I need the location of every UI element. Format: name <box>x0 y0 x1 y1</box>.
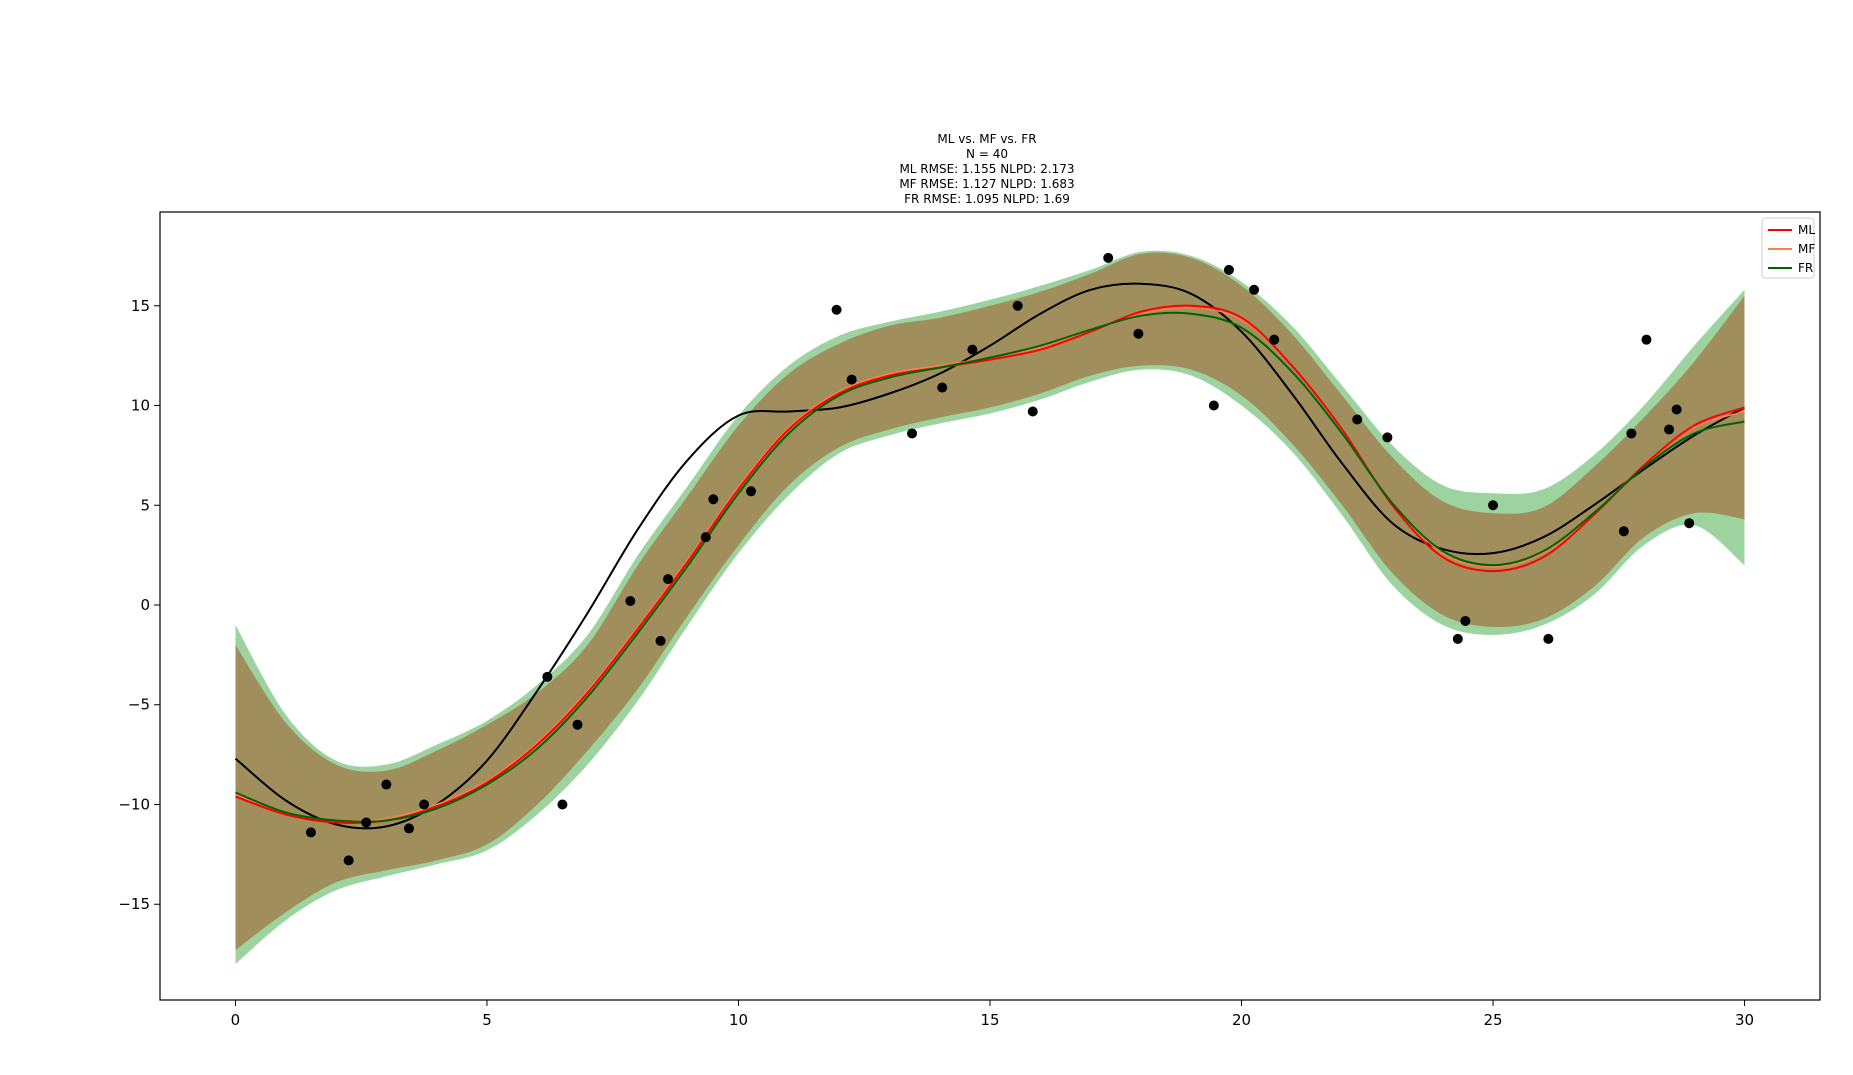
data-point <box>1223 264 1234 275</box>
data-point <box>746 486 757 497</box>
data-point <box>831 304 842 315</box>
data-point <box>1460 615 1471 626</box>
data-point <box>700 532 711 543</box>
legend-label-ml: ML <box>1798 223 1815 237</box>
x-tick-label: 30 <box>1735 1011 1754 1029</box>
data-point <box>1249 284 1260 295</box>
data-point <box>572 719 583 730</box>
x-tick-label: 10 <box>729 1011 748 1029</box>
data-point <box>1208 400 1219 411</box>
y-tick-label: −10 <box>118 795 150 813</box>
data-point <box>907 428 918 439</box>
ml-mf-confidence-band <box>235 252 1745 951</box>
title-line: ML vs. MF vs. FR <box>937 132 1036 146</box>
data-point <box>967 344 978 355</box>
data-point <box>663 574 674 585</box>
legend-label-mf: MF <box>1798 242 1815 256</box>
y-tick-label: 0 <box>140 596 150 614</box>
data-point <box>1488 500 1499 511</box>
data-point <box>1452 633 1463 644</box>
data-point <box>305 827 316 838</box>
data-point <box>708 494 719 505</box>
axis-ticks: 0 5 10 15 20 25 30 −15 −10 −5 0 5 10 15 <box>118 297 1754 1029</box>
data-point <box>404 823 414 834</box>
data-point <box>542 671 553 682</box>
y-tick-label: 15 <box>131 297 150 315</box>
data-point <box>1684 518 1695 529</box>
series-line-truth <box>234 282 1745 830</box>
data-point <box>655 635 666 646</box>
title-line: ML RMSE: 1.155 NLPD: 2.173 <box>899 162 1074 176</box>
x-tick-label: 15 <box>980 1011 999 1029</box>
data-point <box>1103 252 1114 263</box>
data-point <box>625 596 636 607</box>
chart-title: ML vs. MF vs. FR N = 40 ML RMSE: 1.155 N… <box>899 132 1074 206</box>
series-line-fr <box>235 311 1745 823</box>
data-point <box>937 382 948 393</box>
plot-area <box>234 250 1745 965</box>
x-tick-label: 0 <box>231 1011 241 1029</box>
y-tick-label: −15 <box>118 895 150 913</box>
data-point <box>1664 424 1675 435</box>
y-tick-label: −5 <box>128 696 150 714</box>
data-point <box>557 799 568 810</box>
data-point <box>1618 526 1629 537</box>
data-point <box>1133 328 1144 339</box>
x-tick-label: 5 <box>482 1011 492 1029</box>
data-point <box>1352 414 1363 425</box>
title-line: MF RMSE: 1.127 NLPD: 1.683 <box>899 177 1074 191</box>
data-point <box>361 817 372 828</box>
x-tick-label: 25 <box>1483 1011 1502 1029</box>
data-point <box>1012 300 1023 311</box>
y-tick-label: 10 <box>131 397 150 415</box>
data-point <box>1269 334 1280 345</box>
data-point <box>1626 428 1637 439</box>
x-tick-label: 20 <box>1232 1011 1251 1029</box>
y-tick-label: 5 <box>140 496 150 514</box>
data-point <box>1027 406 1038 417</box>
data-point <box>1543 633 1554 644</box>
data-point <box>1382 432 1393 443</box>
title-line: FR RMSE: 1.095 NLPD: 1.69 <box>904 192 1070 206</box>
data-point <box>1641 334 1652 345</box>
data-point <box>846 374 857 385</box>
series-line-ml <box>235 304 1745 824</box>
data-point <box>419 799 430 810</box>
title-line: N = 40 <box>966 147 1008 161</box>
data-point <box>1671 404 1682 415</box>
legend-label-fr: FR <box>1798 261 1813 275</box>
data-point <box>343 855 354 866</box>
data-point <box>381 779 392 790</box>
legend: ML MF FR <box>1761 217 1815 279</box>
